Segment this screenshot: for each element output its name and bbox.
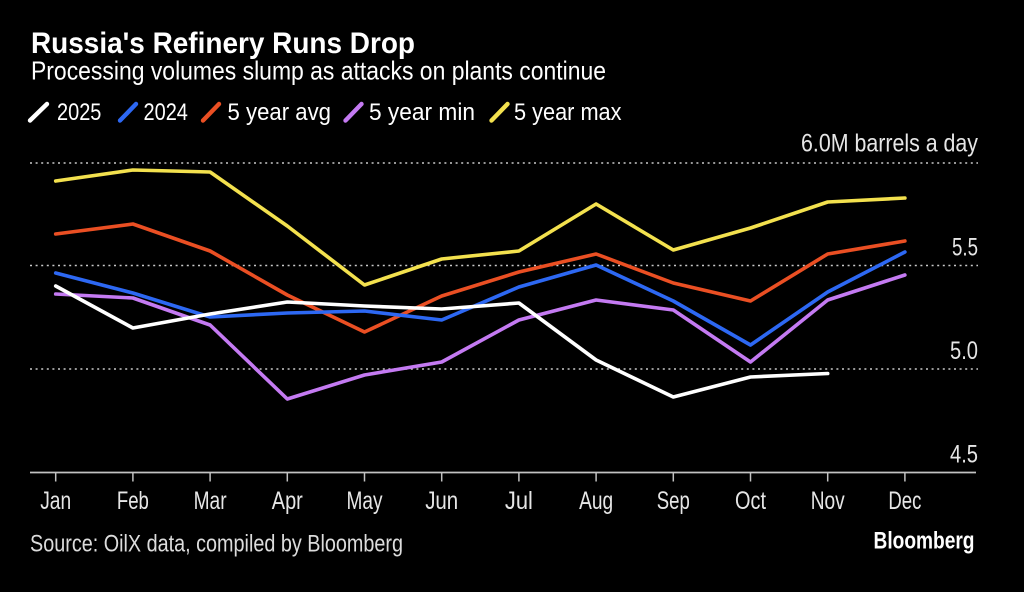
svg-text:Oct: Oct (735, 487, 766, 515)
svg-text:Jan: Jan (40, 487, 71, 515)
svg-text:Bloomberg: Bloomberg (874, 528, 975, 555)
svg-text:Aug: Aug (579, 487, 613, 515)
svg-text:2025: 2025 (57, 99, 101, 126)
svg-text:5 year min: 5 year min (369, 99, 475, 126)
svg-text:2024: 2024 (144, 99, 188, 126)
svg-text:Dec: Dec (888, 487, 921, 515)
svg-text:5.5: 5.5 (952, 234, 978, 262)
svg-text:5 year avg: 5 year avg (228, 99, 332, 126)
svg-text:Russia's Refinery Runs Drop: Russia's Refinery Runs Drop (31, 27, 415, 60)
svg-text:4.5: 4.5 (950, 441, 978, 469)
svg-text:6.0M barrels a day: 6.0M barrels a day (801, 130, 978, 158)
svg-text:5.0: 5.0 (950, 337, 978, 365)
svg-text:May: May (347, 487, 383, 515)
svg-text:Sep: Sep (657, 487, 690, 515)
svg-text:Source: OilX data, compiled by: Source: OilX data, compiled by Bloomberg (30, 531, 403, 558)
svg-text:Feb: Feb (117, 487, 149, 515)
svg-text:Apr: Apr (272, 487, 303, 515)
svg-text:5 year max: 5 year max (514, 99, 622, 126)
svg-text:Processing volumes slump as at: Processing volumes slump as attacks on p… (31, 56, 606, 86)
svg-text:Mar: Mar (194, 487, 227, 515)
svg-text:Nov: Nov (811, 487, 845, 515)
svg-text:Jun: Jun (425, 487, 458, 515)
svg-text:Jul: Jul (505, 487, 533, 515)
